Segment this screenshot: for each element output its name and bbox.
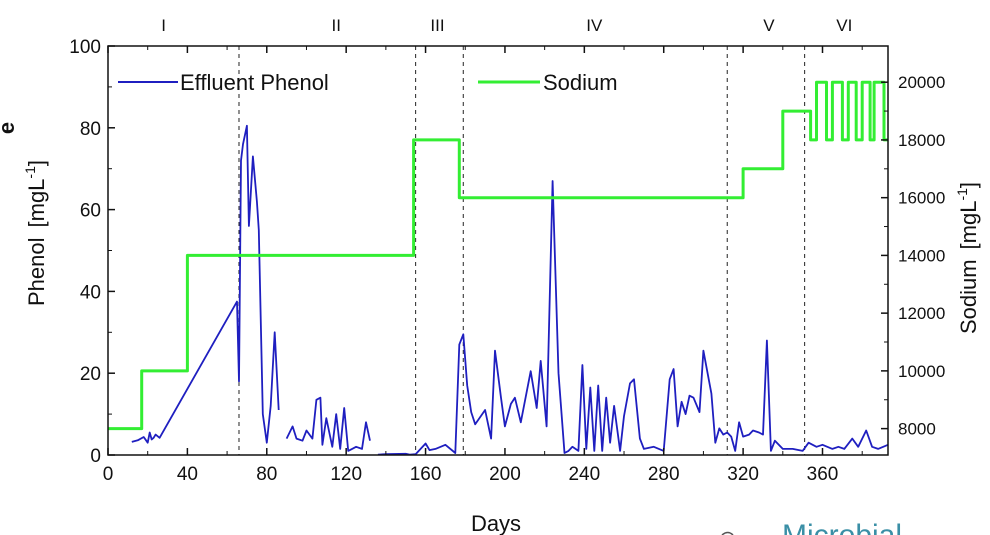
y-tick-label: 100 <box>69 37 101 58</box>
phase-label-6: VI <box>836 16 852 35</box>
y2-tick-label: 10000 <box>898 362 945 381</box>
x-axis-title: Days <box>471 511 521 535</box>
y-axis-title-name: Phenol <box>24 237 49 306</box>
plot-series <box>108 80 889 456</box>
x-tick-label: 160 <box>410 464 442 485</box>
x-tick-label: 0 <box>103 464 114 485</box>
x-tick-label: 200 <box>489 464 521 485</box>
y-tick-label: 20 <box>80 364 101 385</box>
y-axis-title-unit: [mgL <box>24 179 49 228</box>
y-axis-title-exp: -1 <box>22 166 38 179</box>
phase-label-2: II <box>332 16 341 35</box>
y-axis-title: Phenol [mgL-1] <box>22 160 49 306</box>
series-line-phenol <box>131 124 889 456</box>
watermark-text: Microbial <box>782 519 902 535</box>
x-tick-label: 280 <box>648 464 680 485</box>
x-tick-label: 360 <box>807 464 839 485</box>
x-tick-label: 320 <box>727 464 759 485</box>
y-tick-label: 60 <box>80 201 101 222</box>
series-line-sodium <box>108 80 888 431</box>
y-tick-label: 80 <box>80 119 101 140</box>
y2-tick-label: 14000 <box>898 246 945 265</box>
y-axis-title-close: ] <box>24 160 49 166</box>
phase-boundaries <box>238 46 806 455</box>
phase-labels: I II III IV V VI <box>161 16 852 35</box>
cropped-left-fragment: e <box>0 122 19 134</box>
y-tick-label: 0 <box>90 446 101 467</box>
y-axis-right: 8000 10000 12000 14000 16000 18000 20000 <box>881 73 945 439</box>
x-axis: 0 40 80 120 160 200 240 280 320 360 <box>103 46 863 485</box>
x-tick-label: 40 <box>177 464 198 485</box>
y2-axis-title-unit: [mgL <box>956 201 981 250</box>
y2-tick-label: 16000 <box>898 189 945 208</box>
phase-label-3: III <box>430 16 444 35</box>
y-tick-label: 40 <box>80 282 101 303</box>
legend-label-phenol: Effluent Phenol <box>180 70 329 95</box>
y2-tick-label: 20000 <box>898 73 945 92</box>
x-tick-label: 240 <box>568 464 600 485</box>
phase-label-5: V <box>763 16 775 35</box>
y2-tick-label: 12000 <box>898 304 945 323</box>
y2-tick-label: 8000 <box>898 420 936 439</box>
plot-frame <box>107 45 889 456</box>
y2-axis-title-name: Sodium <box>956 259 981 334</box>
y2-axis-title-exp: -1 <box>954 188 970 201</box>
phase-label-4: IV <box>586 16 603 35</box>
watermark: Microbial <box>721 519 902 535</box>
legend-label-sodium: Sodium <box>543 70 618 95</box>
x-tick-label: 80 <box>256 464 277 485</box>
y2-axis-title-close: ] <box>956 182 981 188</box>
y-axis-left: 0 20 40 60 80 100 <box>69 37 115 467</box>
watermark-swoosh <box>721 531 734 535</box>
y2-axis-title: Sodium [mgL-1] <box>954 182 981 334</box>
phase-label-1: I <box>161 16 166 35</box>
x-tick-label: 120 <box>330 464 362 485</box>
y2-tick-label: 18000 <box>898 131 945 150</box>
legend: Effluent Phenol Sodium <box>118 70 618 95</box>
